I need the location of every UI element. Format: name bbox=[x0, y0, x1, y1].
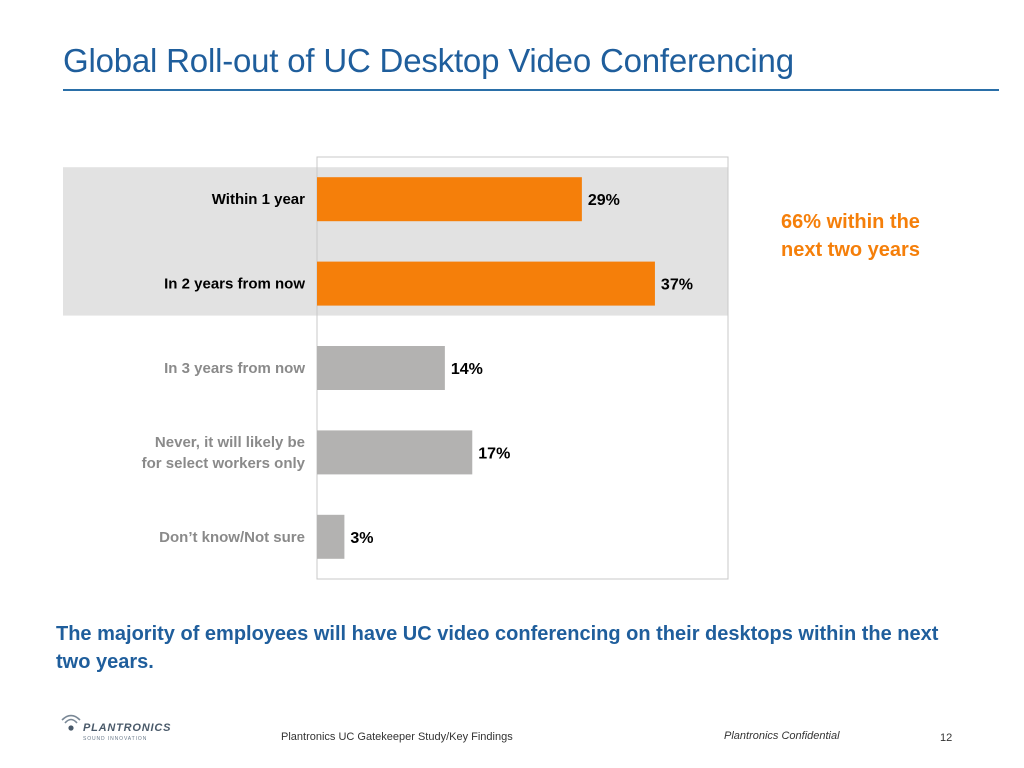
data-label-2: 14% bbox=[451, 361, 483, 378]
data-label-1: 37% bbox=[661, 277, 693, 294]
bar-chart: 29% Within 1 year 37% In 2 years from now 14… bbox=[63, 156, 729, 580]
category-label-1-0: In 2 years from now bbox=[164, 276, 305, 293]
logo-tagline: SOUND INNOVATION bbox=[83, 736, 148, 742]
category-label-3-1: for select workers only bbox=[142, 455, 306, 472]
bar-1 bbox=[317, 261, 655, 306]
logo-mark-icon bbox=[61, 714, 81, 731]
title-divider bbox=[63, 89, 999, 91]
plantronics-logo: PLANTRONICS SOUND INNOVATION bbox=[60, 711, 190, 747]
logo-wordmark: PLANTRONICS bbox=[83, 722, 172, 734]
bar-0 bbox=[317, 177, 582, 222]
footer-source: Plantronics UC Gatekeeper Study/Key Find… bbox=[281, 731, 513, 743]
bar-4 bbox=[317, 514, 345, 559]
bar-2 bbox=[317, 346, 445, 390]
bar-3 bbox=[317, 430, 473, 475]
data-label-4: 3% bbox=[350, 530, 373, 547]
category-label-3-0: Never, it will likely be bbox=[155, 434, 305, 451]
category-label-4-0: Don’t know/Not sure bbox=[159, 529, 305, 546]
category-label-0-0: Within 1 year bbox=[212, 191, 305, 208]
data-label-3: 17% bbox=[478, 445, 510, 462]
slide-title: Global Roll-out of UC Desktop Video Conf… bbox=[63, 42, 794, 79]
data-label-0: 29% bbox=[588, 192, 620, 209]
page-number: 12 bbox=[940, 732, 953, 744]
conclusion-text: The majority of employees will have UC v… bbox=[56, 623, 939, 673]
footer-confidential: Plantronics Confidential bbox=[724, 730, 840, 742]
category-label-2-0: In 3 years from now bbox=[164, 360, 305, 377]
callout-text: 66% within the next two years bbox=[781, 211, 920, 261]
